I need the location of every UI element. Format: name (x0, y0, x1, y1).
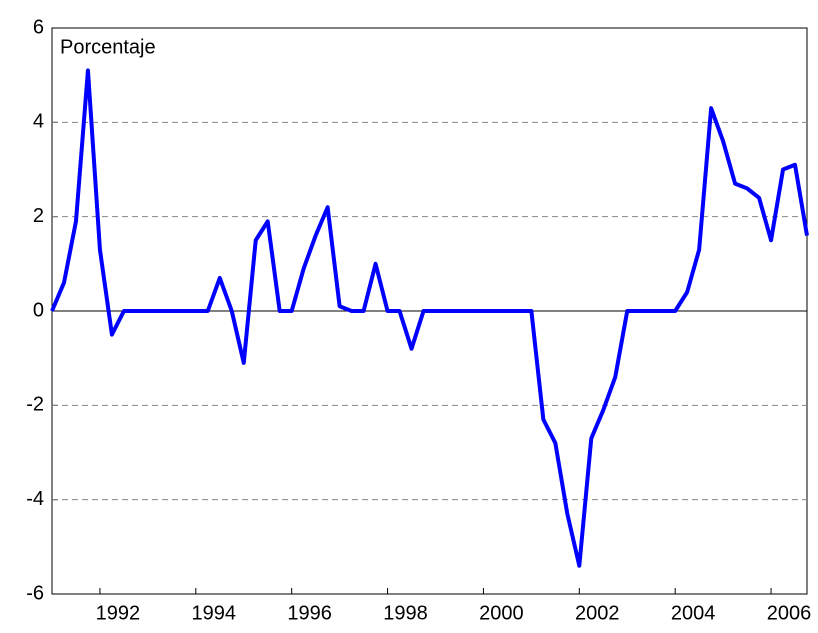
x-tick-label: 1996 (287, 602, 332, 624)
y-tick-label: 6 (33, 16, 44, 38)
x-tick-label: 1998 (383, 602, 428, 624)
x-tick-label: 2004 (671, 602, 716, 624)
x-tick-label: 1994 (192, 602, 237, 624)
x-tick-label: 1992 (96, 602, 141, 624)
annotation: Porcentaje (60, 36, 156, 58)
data-line (50, 68, 809, 568)
y-tick-label: -4 (26, 488, 44, 510)
y-tick-label: -6 (26, 582, 44, 604)
y-tick-label: 2 (33, 205, 44, 227)
x-tick-label: 2002 (575, 602, 620, 624)
x-tick-label: 2000 (479, 602, 524, 624)
y-tick-label: 0 (33, 299, 44, 321)
x-tick-label: 2006 (767, 602, 812, 624)
y-tick-label: 4 (33, 111, 44, 133)
y-tick-label: -2 (26, 394, 44, 416)
